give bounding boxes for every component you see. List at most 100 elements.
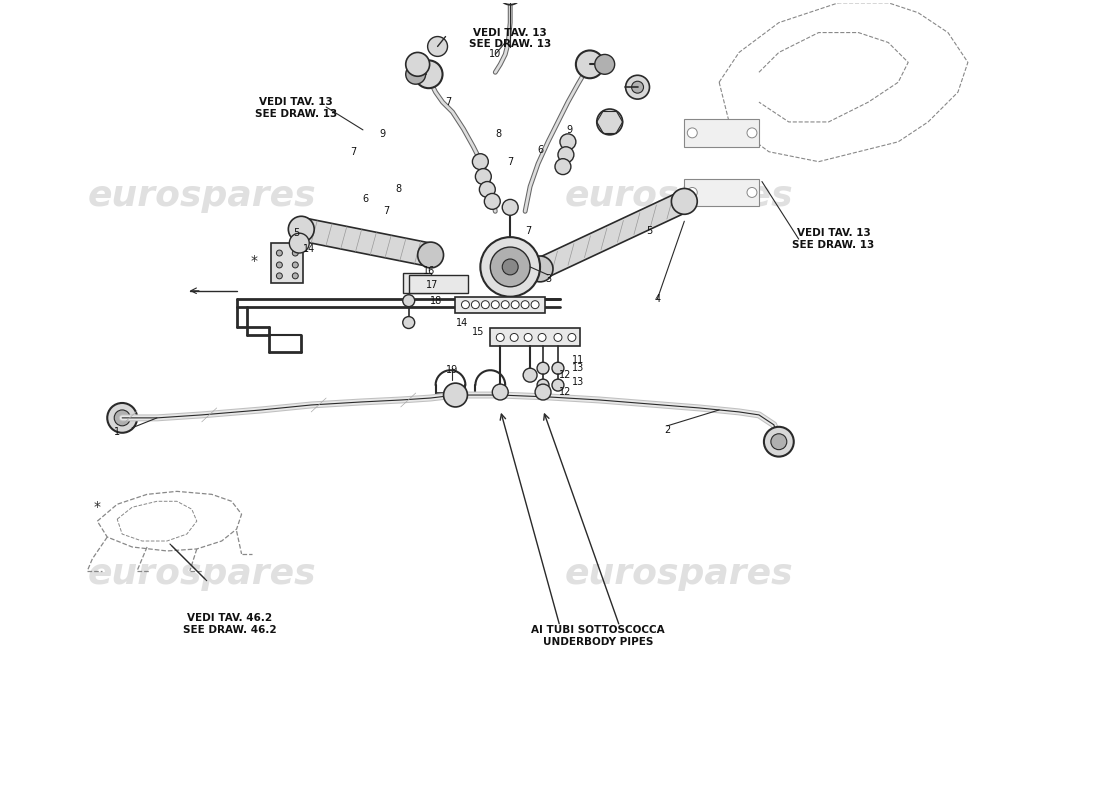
Text: 19: 19 [447, 366, 459, 375]
Circle shape [503, 259, 518, 275]
Bar [403, 273, 430, 293]
Text: eurospares: eurospares [565, 179, 794, 214]
Circle shape [597, 109, 623, 135]
Bar [455, 297, 544, 313]
Circle shape [521, 301, 529, 309]
Bar [272, 243, 304, 283]
Circle shape [531, 301, 539, 309]
Circle shape [415, 60, 442, 88]
Circle shape [276, 250, 283, 256]
Text: AI TUBI SOTTOSCOCCA: AI TUBI SOTTOSCOCCA [531, 626, 664, 635]
Text: SEE DRAW. 13: SEE DRAW. 13 [255, 109, 338, 119]
Circle shape [524, 334, 532, 342]
Circle shape [406, 53, 430, 76]
Text: 8: 8 [396, 185, 402, 194]
Text: 13: 13 [572, 377, 584, 387]
Text: 15: 15 [472, 327, 485, 338]
Circle shape [537, 362, 549, 374]
Circle shape [403, 317, 415, 329]
Text: UNDERBODY PIPES: UNDERBODY PIPES [542, 638, 653, 647]
Circle shape [626, 75, 649, 99]
Circle shape [503, 199, 518, 215]
Text: eurospares: eurospares [565, 557, 794, 590]
Text: 2: 2 [664, 425, 671, 434]
Circle shape [428, 37, 448, 57]
Circle shape [461, 301, 470, 309]
Bar [409, 275, 469, 293]
Text: 12: 12 [559, 387, 571, 397]
Circle shape [289, 233, 309, 253]
Circle shape [293, 273, 298, 279]
Circle shape [558, 146, 574, 162]
Circle shape [498, 0, 522, 5]
Circle shape [576, 50, 604, 78]
Text: 7: 7 [383, 206, 389, 216]
Circle shape [763, 427, 794, 457]
Text: 5: 5 [647, 226, 652, 236]
Circle shape [552, 362, 564, 374]
Circle shape [484, 194, 500, 210]
Circle shape [502, 301, 509, 309]
Circle shape [631, 82, 644, 93]
Circle shape [107, 403, 138, 433]
Text: *: * [251, 254, 258, 268]
Circle shape [771, 434, 786, 450]
Circle shape [554, 334, 562, 342]
Circle shape [491, 247, 530, 286]
Text: eurospares: eurospares [88, 557, 316, 590]
Circle shape [538, 334, 546, 342]
Polygon shape [540, 190, 684, 281]
Circle shape [288, 216, 315, 242]
Bar [491, 329, 580, 346]
Text: 3: 3 [544, 274, 551, 284]
Text: 16: 16 [422, 266, 435, 276]
Circle shape [560, 134, 576, 150]
Circle shape [493, 384, 508, 400]
Circle shape [472, 154, 488, 170]
Text: 11: 11 [572, 355, 584, 366]
Circle shape [481, 237, 540, 297]
Circle shape [472, 301, 480, 309]
Circle shape [688, 187, 697, 198]
Text: 10: 10 [490, 50, 502, 59]
Text: 7: 7 [525, 226, 531, 236]
Text: 9: 9 [566, 125, 573, 135]
Circle shape [276, 273, 283, 279]
Circle shape [496, 334, 504, 342]
Circle shape [512, 301, 519, 309]
Circle shape [406, 64, 426, 84]
Circle shape [688, 128, 697, 138]
Circle shape [403, 294, 415, 306]
Text: SEE DRAW. 13: SEE DRAW. 13 [469, 39, 551, 50]
Text: *: * [94, 500, 101, 514]
Text: 6: 6 [537, 145, 543, 154]
Text: 5: 5 [294, 228, 299, 238]
Circle shape [537, 379, 549, 391]
Circle shape [510, 334, 518, 342]
Text: SEE DRAW. 46.2: SEE DRAW. 46.2 [183, 626, 276, 635]
Text: VEDI TAV. 13: VEDI TAV. 13 [473, 27, 547, 38]
Text: 7: 7 [350, 146, 356, 157]
Circle shape [492, 301, 499, 309]
Text: SEE DRAW. 13: SEE DRAW. 13 [792, 240, 875, 250]
Circle shape [556, 158, 571, 174]
Text: 9: 9 [379, 129, 386, 139]
Text: VEDI TAV. 13: VEDI TAV. 13 [796, 228, 870, 238]
Bar [684, 119, 759, 146]
Polygon shape [301, 218, 430, 267]
Circle shape [443, 383, 468, 407]
Circle shape [568, 334, 576, 342]
Text: 13: 13 [572, 363, 584, 374]
Text: 17: 17 [427, 280, 439, 290]
Text: 7: 7 [446, 97, 452, 107]
Circle shape [747, 128, 757, 138]
Circle shape [418, 242, 443, 268]
Circle shape [595, 54, 615, 74]
Circle shape [114, 410, 130, 426]
Circle shape [482, 301, 490, 309]
Text: VEDI TAV. 13: VEDI TAV. 13 [260, 97, 333, 107]
Circle shape [527, 256, 553, 282]
Circle shape [480, 182, 495, 198]
Circle shape [535, 384, 551, 400]
Circle shape [293, 250, 298, 256]
